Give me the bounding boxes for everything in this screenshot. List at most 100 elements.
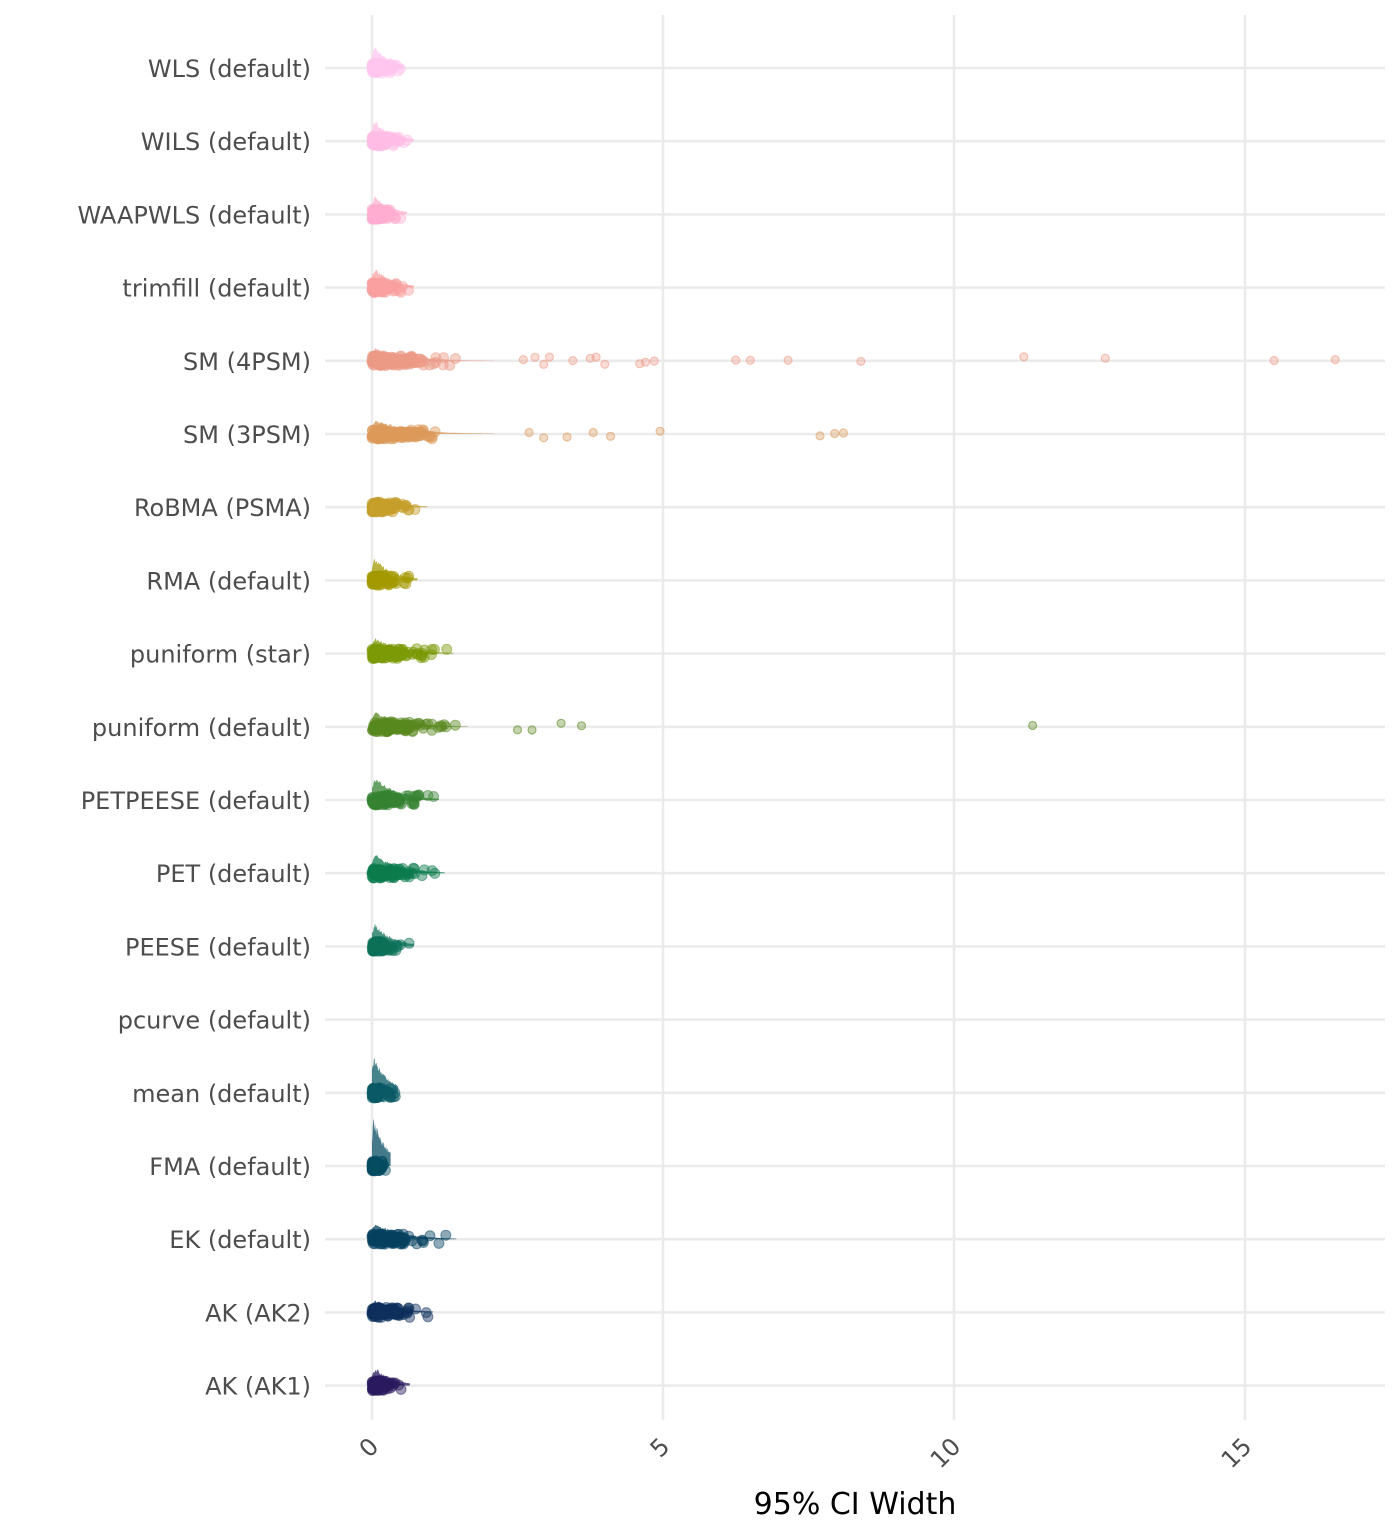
outlier-point <box>518 355 528 365</box>
point-cluster <box>369 646 409 661</box>
outlier-point <box>556 718 566 728</box>
category-label: AK (AK2) <box>205 1299 311 1327</box>
x-tick-label: 10 <box>925 1432 966 1473</box>
data-point <box>390 132 402 144</box>
outlier-point <box>1330 355 1340 365</box>
category-label: puniform (star) <box>130 641 311 669</box>
horizontal-gridlines <box>325 66 1385 1387</box>
outlier-point <box>588 427 598 438</box>
category-label: AK (AK1) <box>205 1373 311 1401</box>
density-clouds <box>372 46 495 1386</box>
data-point <box>429 867 441 879</box>
data-point <box>402 1305 414 1316</box>
outlier-point <box>1019 352 1029 362</box>
data-point <box>438 352 450 364</box>
point-cluster <box>369 61 387 75</box>
x-tick-label: 5 <box>645 1432 676 1463</box>
outlier-point <box>745 355 755 365</box>
outlier-point <box>576 721 587 731</box>
category-label: SM (4PSM) <box>183 348 311 376</box>
category-label: RoBMA (PSMA) <box>134 494 311 522</box>
point-cluster <box>369 866 405 881</box>
data-point <box>417 722 429 734</box>
data-point <box>400 578 412 590</box>
x-axis-title: 95% CI Width <box>754 1487 957 1522</box>
outlier-point <box>640 357 651 367</box>
x-axis-tick-labels: 0 5 10 15 <box>354 1432 1258 1473</box>
point-cluster <box>369 1305 400 1320</box>
point-cluster <box>369 1378 389 1393</box>
data-point <box>429 426 441 438</box>
outlier-point <box>527 725 537 735</box>
data-point <box>428 791 440 802</box>
point-cluster <box>369 1085 384 1100</box>
data-point <box>401 134 413 146</box>
point-cluster <box>369 1159 381 1173</box>
outlier-point <box>1269 355 1279 366</box>
outlier-point <box>1027 720 1038 731</box>
outlier-point <box>815 431 825 441</box>
outlier-point <box>591 352 601 362</box>
data-point <box>426 644 438 655</box>
category-label: RMA (default) <box>146 567 311 595</box>
category-label: pcurve (default) <box>118 1007 311 1035</box>
x-tick-label: 0 <box>354 1432 385 1463</box>
data-point <box>433 1237 445 1249</box>
outlier-point <box>562 432 572 442</box>
data-point <box>407 862 419 874</box>
outlier-point <box>838 428 849 438</box>
point-cluster <box>369 280 391 295</box>
point-cluster <box>369 573 393 588</box>
data-point <box>420 1307 432 1319</box>
point-cluster <box>369 793 403 807</box>
category-label: PETPEESE (default) <box>81 787 311 815</box>
category-label: puniform (default) <box>92 714 311 742</box>
point-cluster <box>369 1232 410 1247</box>
category-axis-labels: WLS (default) WILS (default) WAAPWLS (defa… <box>77 55 311 1401</box>
point-cluster <box>369 719 416 734</box>
category-label: WAAPWLS (default) <box>77 201 311 229</box>
data-point <box>409 504 421 515</box>
point-cluster <box>369 134 391 149</box>
data-points <box>366 57 1340 1397</box>
outlier-point <box>1100 353 1110 363</box>
point-cluster <box>369 939 391 954</box>
density-cloud <box>372 1118 391 1166</box>
data-point <box>441 643 453 655</box>
vertical-gridlines <box>370 15 1247 1420</box>
data-point <box>397 502 409 514</box>
data-point <box>432 721 444 733</box>
outlier-point <box>605 431 616 441</box>
point-cluster <box>369 207 388 222</box>
data-point <box>449 719 461 731</box>
data-point <box>408 790 420 802</box>
x-tick-label: 15 <box>1216 1432 1257 1473</box>
outlier-point <box>568 356 578 366</box>
outlier-point <box>544 352 555 362</box>
outlier-point <box>512 725 523 735</box>
category-label: WLS (default) <box>148 55 311 83</box>
category-label: PET (default) <box>156 860 311 888</box>
point-cluster <box>369 353 427 368</box>
outlier-point <box>731 355 741 365</box>
point-cluster <box>369 427 427 441</box>
outlier-point <box>524 427 534 438</box>
outlier-point <box>783 355 793 365</box>
outlier-point <box>830 428 840 439</box>
outlier-point <box>649 356 659 366</box>
data-point <box>430 357 441 368</box>
category-label: SM (3PSM) <box>183 421 311 449</box>
data-point <box>403 871 415 883</box>
category-label: WILS (default) <box>141 128 311 156</box>
outlier-point <box>530 352 540 362</box>
data-point <box>412 791 424 802</box>
outlier-point <box>655 426 665 436</box>
data-point <box>450 353 461 364</box>
category-label: FMA (default) <box>149 1153 311 1181</box>
data-point <box>424 1230 436 1242</box>
outlier-point <box>539 433 549 443</box>
category-label: PEESE (default) <box>125 933 311 961</box>
outlier-point <box>600 359 610 369</box>
data-point <box>440 1229 452 1241</box>
